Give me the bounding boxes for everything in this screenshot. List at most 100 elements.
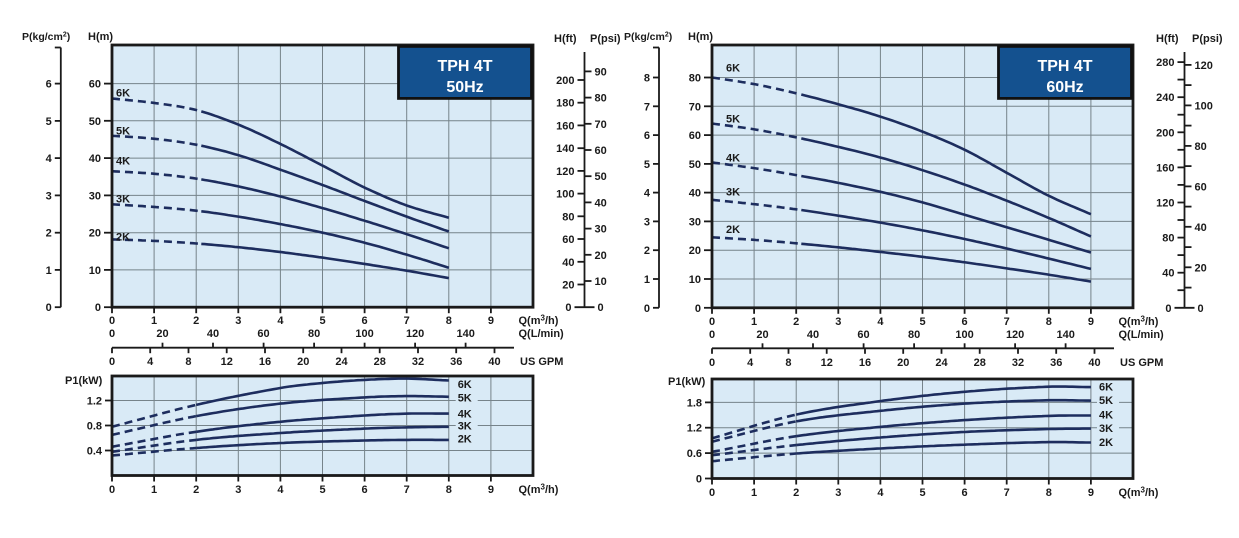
svg-text:2K: 2K bbox=[116, 232, 130, 244]
svg-text:TPH 4T: TPH 4T bbox=[437, 58, 492, 75]
svg-text:10: 10 bbox=[595, 276, 607, 288]
svg-text:3: 3 bbox=[835, 487, 841, 499]
svg-text:7: 7 bbox=[404, 315, 410, 327]
svg-text:Q(m3/h): Q(m3/h) bbox=[1119, 486, 1159, 500]
svg-text:8: 8 bbox=[1046, 316, 1052, 328]
svg-text:8: 8 bbox=[446, 315, 452, 327]
svg-text:8: 8 bbox=[1046, 487, 1052, 499]
svg-text:200: 200 bbox=[556, 75, 574, 87]
svg-text:24: 24 bbox=[935, 357, 948, 369]
svg-text:Q(m3/h): Q(m3/h) bbox=[519, 314, 559, 328]
svg-text:100: 100 bbox=[955, 329, 973, 341]
svg-text:2: 2 bbox=[46, 228, 52, 240]
svg-text:16: 16 bbox=[859, 357, 871, 369]
svg-text:US GPM: US GPM bbox=[520, 356, 563, 368]
svg-text:8: 8 bbox=[446, 484, 452, 496]
svg-text:H(m): H(m) bbox=[688, 31, 713, 43]
svg-text:2: 2 bbox=[793, 316, 799, 328]
svg-text:5: 5 bbox=[644, 159, 650, 171]
svg-text:0: 0 bbox=[109, 484, 115, 496]
svg-text:US GPM: US GPM bbox=[1120, 357, 1163, 369]
svg-text:120: 120 bbox=[1156, 197, 1174, 209]
svg-text:280: 280 bbox=[1156, 57, 1174, 69]
svg-text:50: 50 bbox=[89, 116, 101, 128]
svg-text:H(ft): H(ft) bbox=[1156, 33, 1179, 45]
svg-text:9: 9 bbox=[1088, 316, 1094, 328]
svg-text:6K: 6K bbox=[116, 88, 130, 100]
svg-text:P(kg/cm2): P(kg/cm2) bbox=[624, 31, 672, 43]
svg-text:1: 1 bbox=[751, 487, 757, 499]
svg-text:4: 4 bbox=[277, 484, 284, 496]
svg-text:240: 240 bbox=[1156, 92, 1174, 104]
svg-text:0: 0 bbox=[1198, 303, 1204, 315]
svg-text:0: 0 bbox=[695, 303, 701, 315]
svg-text:120: 120 bbox=[1006, 329, 1024, 341]
svg-text:3: 3 bbox=[46, 190, 52, 202]
svg-text:4: 4 bbox=[747, 357, 754, 369]
svg-text:2: 2 bbox=[644, 245, 650, 257]
svg-text:20: 20 bbox=[689, 245, 701, 257]
svg-text:4K: 4K bbox=[116, 156, 130, 168]
svg-text:28: 28 bbox=[374, 356, 386, 368]
svg-text:7: 7 bbox=[404, 484, 410, 496]
svg-text:9: 9 bbox=[488, 315, 494, 327]
svg-text:4K: 4K bbox=[458, 409, 472, 421]
svg-text:60: 60 bbox=[595, 145, 607, 157]
svg-text:5: 5 bbox=[919, 487, 925, 499]
svg-text:40: 40 bbox=[1195, 222, 1207, 234]
svg-text:32: 32 bbox=[1012, 357, 1024, 369]
svg-text:1.8: 1.8 bbox=[687, 397, 702, 409]
svg-text:40: 40 bbox=[595, 197, 607, 209]
svg-text:4: 4 bbox=[147, 356, 154, 368]
svg-text:70: 70 bbox=[689, 101, 701, 113]
svg-text:P(psi): P(psi) bbox=[590, 33, 621, 45]
svg-text:120: 120 bbox=[556, 166, 574, 178]
svg-text:1: 1 bbox=[151, 315, 157, 327]
svg-text:8: 8 bbox=[644, 72, 650, 84]
svg-text:P(kg/cm2): P(kg/cm2) bbox=[22, 31, 70, 43]
svg-text:2: 2 bbox=[193, 484, 199, 496]
svg-text:Q(L/min): Q(L/min) bbox=[1119, 329, 1165, 341]
svg-text:Q(m3/h): Q(m3/h) bbox=[1119, 314, 1159, 328]
svg-text:160: 160 bbox=[556, 120, 574, 132]
svg-text:40: 40 bbox=[807, 329, 819, 341]
svg-text:50Hz: 50Hz bbox=[446, 79, 483, 96]
svg-text:2K: 2K bbox=[458, 434, 472, 446]
svg-text:6: 6 bbox=[46, 79, 52, 91]
svg-text:80: 80 bbox=[689, 72, 701, 84]
svg-text:2K: 2K bbox=[1099, 437, 1113, 449]
svg-text:4K: 4K bbox=[726, 153, 740, 165]
svg-text:20: 20 bbox=[562, 279, 574, 291]
svg-text:2: 2 bbox=[793, 487, 799, 499]
svg-text:9: 9 bbox=[488, 484, 494, 496]
svg-text:3K: 3K bbox=[116, 194, 130, 206]
svg-text:140: 140 bbox=[456, 328, 474, 340]
svg-text:20: 20 bbox=[89, 228, 101, 240]
svg-text:6: 6 bbox=[644, 130, 650, 142]
svg-text:100: 100 bbox=[1195, 100, 1213, 112]
svg-text:120: 120 bbox=[1195, 60, 1213, 72]
svg-text:40: 40 bbox=[1088, 357, 1100, 369]
svg-text:0.8: 0.8 bbox=[87, 421, 102, 433]
svg-text:100: 100 bbox=[556, 189, 574, 201]
svg-text:2K: 2K bbox=[726, 224, 740, 236]
svg-text:1: 1 bbox=[151, 484, 157, 496]
svg-text:200: 200 bbox=[1156, 127, 1174, 139]
svg-text:50: 50 bbox=[689, 159, 701, 171]
svg-text:6K: 6K bbox=[1099, 382, 1113, 394]
svg-text:32: 32 bbox=[412, 356, 424, 368]
svg-text:50: 50 bbox=[595, 171, 607, 183]
svg-text:1: 1 bbox=[644, 274, 650, 286]
svg-text:2: 2 bbox=[193, 315, 199, 327]
svg-text:80: 80 bbox=[562, 211, 574, 223]
svg-text:40: 40 bbox=[488, 356, 500, 368]
svg-text:3K: 3K bbox=[726, 187, 740, 199]
svg-text:Q(m3/h): Q(m3/h) bbox=[519, 483, 559, 497]
svg-text:P1(kW): P1(kW) bbox=[65, 375, 103, 387]
svg-text:5K: 5K bbox=[458, 392, 472, 404]
svg-text:24: 24 bbox=[335, 356, 348, 368]
svg-text:3: 3 bbox=[235, 315, 241, 327]
svg-text:12: 12 bbox=[821, 357, 833, 369]
svg-text:4: 4 bbox=[877, 487, 884, 499]
svg-text:6K: 6K bbox=[458, 379, 472, 391]
